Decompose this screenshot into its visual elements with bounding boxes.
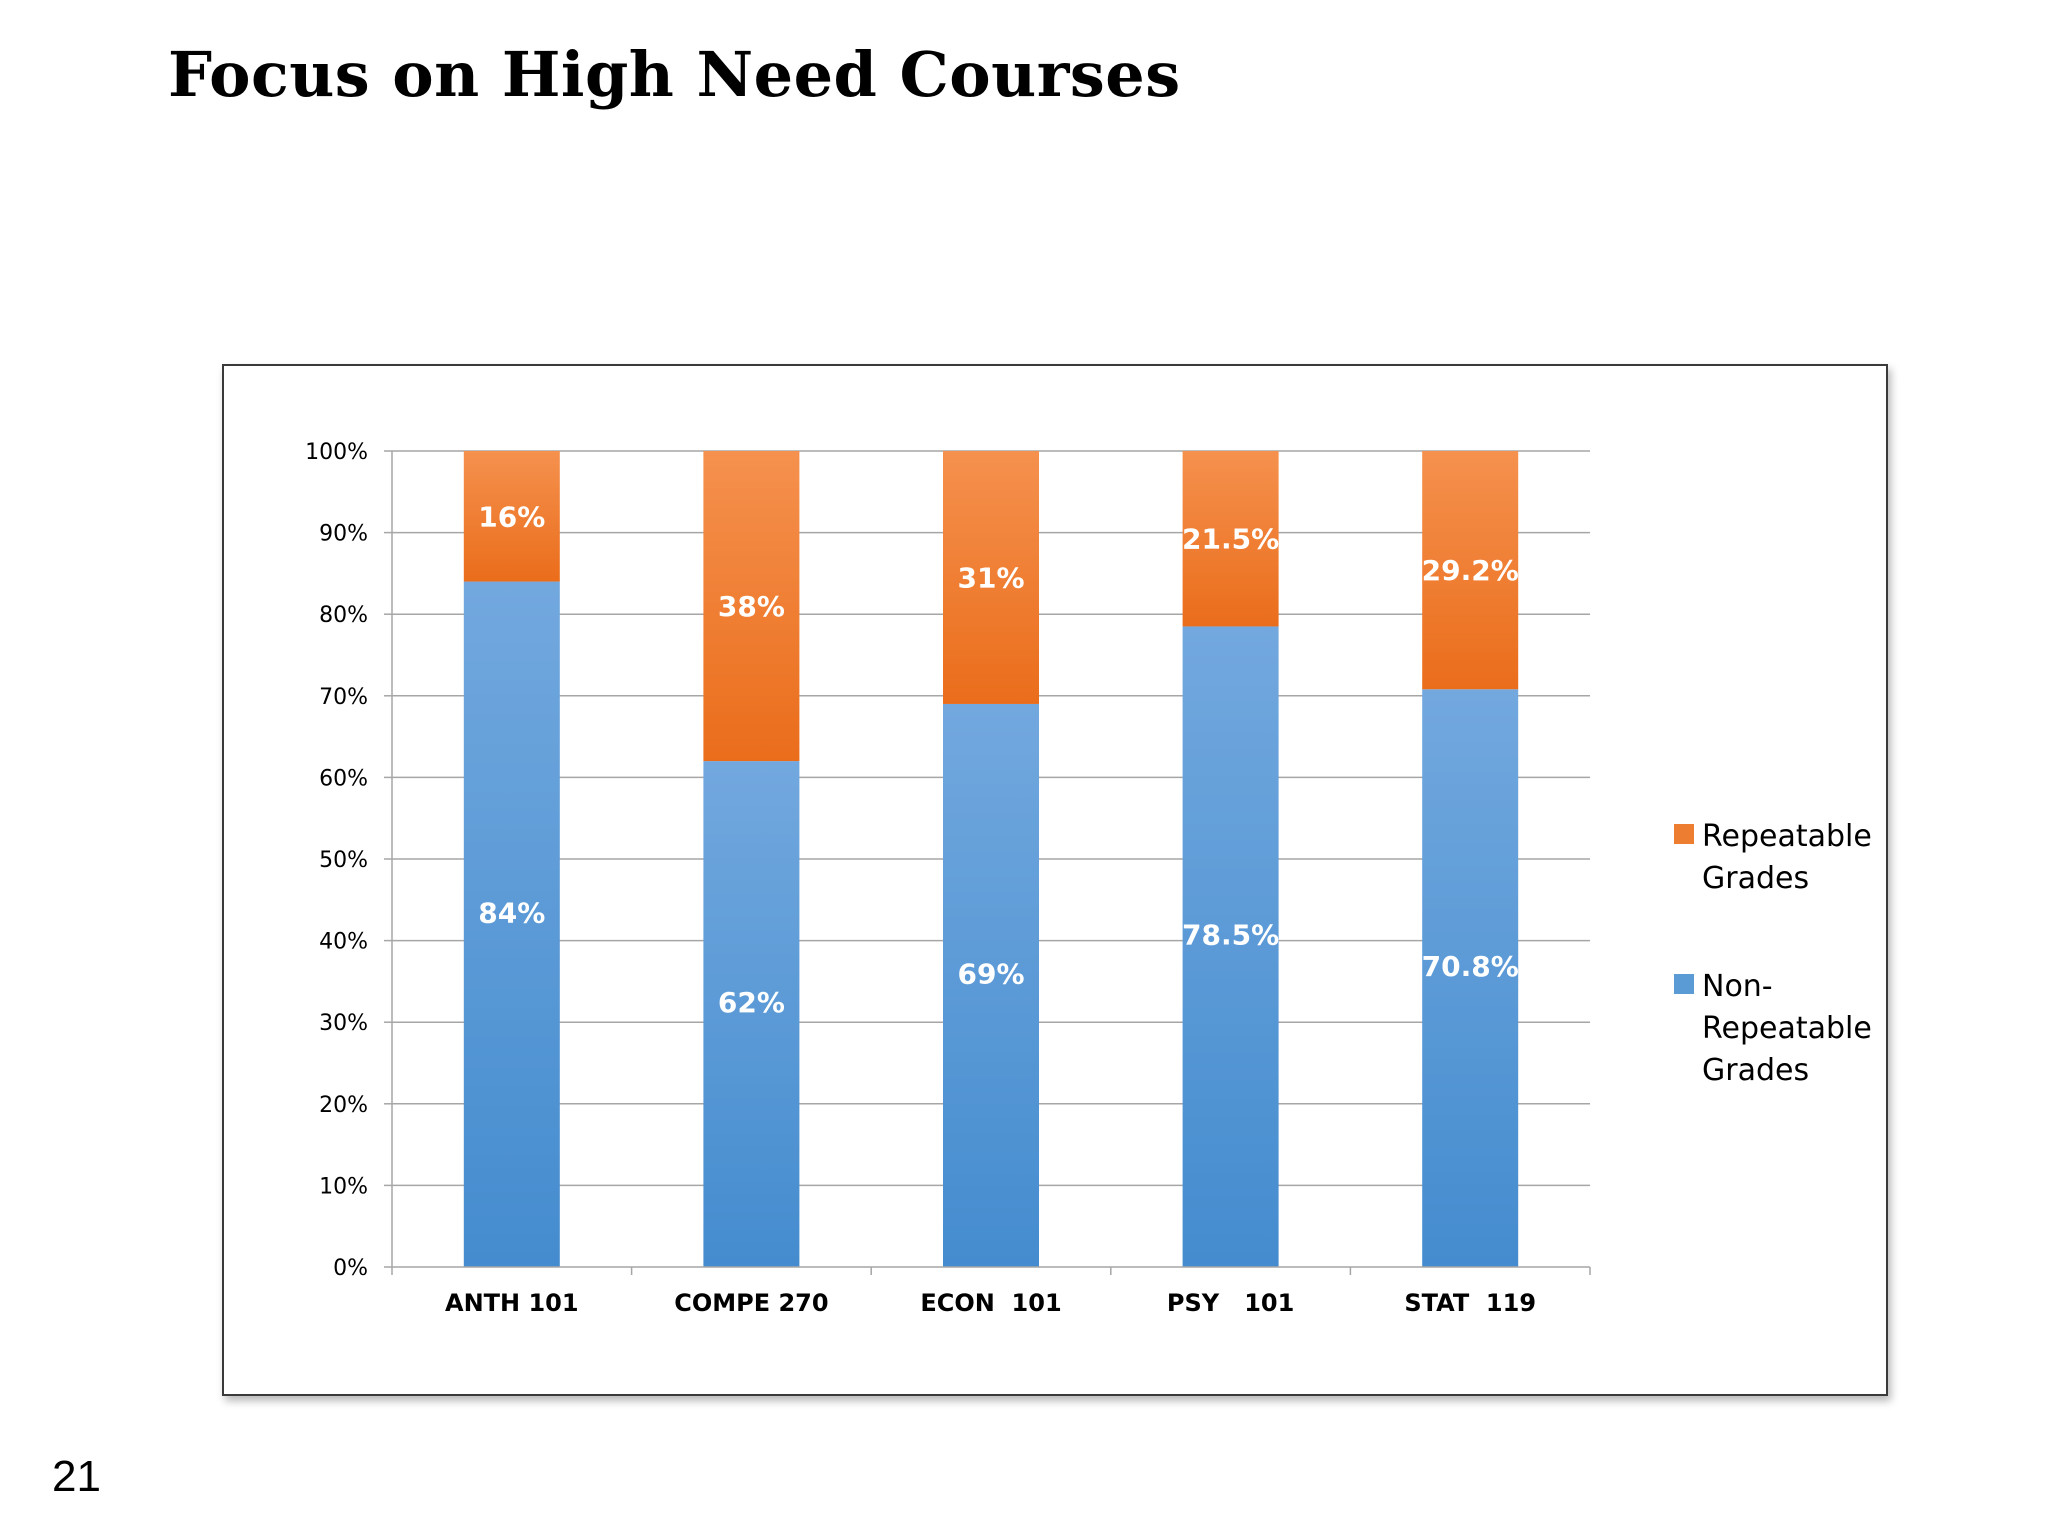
y-tick-label: 80%	[319, 603, 368, 628]
bar-non-repeatable	[1182, 626, 1279, 1267]
legend-swatch	[1674, 974, 1694, 994]
bar-non-repeatable	[943, 703, 1039, 1267]
bar-repeatable	[1182, 451, 1279, 627]
y-tick-label: 20%	[319, 1093, 368, 1118]
chart-frame: 84% 16% 62% 38% 69% 31% 78.5% 21.5% 70.8% 29.2% 0…	[222, 364, 1888, 1396]
y-tick-label: 90%	[319, 522, 368, 547]
data-labels: 84% 16% 62% 38% 69% 31% 78.5% 21.5% 70.8% 29.2%	[478, 500, 1518, 1019]
legend-label: Non-	[1702, 969, 1773, 1004]
data-label-repeatable: 31%	[957, 561, 1024, 594]
x-tick-label: ECON 101	[920, 1289, 1061, 1317]
bar-non-repeatable	[1422, 689, 1519, 1267]
data-label-repeatable: 29.2%	[1422, 554, 1519, 587]
data-label-non-repeatable: 62%	[718, 986, 785, 1019]
y-tick-label: 60%	[319, 766, 368, 791]
y-tick-label: 10%	[319, 1174, 368, 1199]
bar-repeatable	[703, 451, 800, 762]
data-label-non-repeatable: 84%	[478, 896, 545, 929]
data-label-repeatable: 16%	[478, 500, 545, 533]
x-tick-label: STAT 119	[1404, 1289, 1536, 1317]
data-label-non-repeatable: 70.8%	[1422, 950, 1519, 983]
x-tick-label: ANTH 101	[445, 1289, 579, 1317]
y-tick-label: 40%	[319, 930, 368, 955]
data-label-non-repeatable: 78.5%	[1182, 919, 1279, 952]
slide-title: Focus on High Need Courses	[168, 38, 1181, 111]
bar-repeatable	[1422, 451, 1519, 690]
legend-label: Repeatable	[1702, 819, 1872, 854]
y-tick-label: 70%	[319, 685, 368, 710]
axes: 0% 10% 20% 30% 40% 50% 60% 70% 80% 90% 100% ANTH 10…	[305, 440, 1591, 1317]
legend-swatch	[1674, 824, 1694, 844]
y-tick-label: 50%	[319, 848, 368, 873]
stacked-bar-chart: 84% 16% 62% 38% 69% 31% 78.5% 21.5% 70.8% 29.2% 0…	[305, 440, 1872, 1317]
data-label-repeatable: 38%	[718, 590, 785, 623]
bar-repeatable	[943, 451, 1039, 704]
data-label-repeatable: 21.5%	[1182, 523, 1279, 556]
data-label-non-repeatable: 69%	[957, 957, 1024, 990]
legend-label: Grades	[1702, 861, 1809, 896]
slide-number: 21	[52, 1452, 101, 1501]
y-tick-label: 30%	[319, 1011, 368, 1036]
x-tick-label: COMPE 270	[674, 1289, 828, 1317]
bar-repeatable	[463, 451, 560, 582]
legend-label: Grades	[1702, 1053, 1809, 1088]
y-tick-label: 100%	[305, 440, 368, 465]
legend-label: Repeatable	[1702, 1011, 1872, 1046]
y-tick-label: 0%	[333, 1256, 368, 1281]
x-tick-label: PSY 101	[1167, 1289, 1294, 1317]
bar-non-repeatable	[463, 581, 560, 1267]
legend: Repeatable Grades Non- Repeatable Grades	[1674, 819, 1872, 1088]
bar-non-repeatable	[703, 761, 800, 1267]
bars	[463, 451, 1519, 1267]
